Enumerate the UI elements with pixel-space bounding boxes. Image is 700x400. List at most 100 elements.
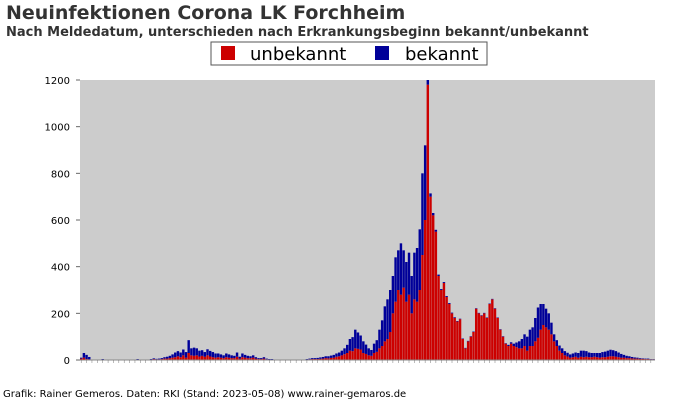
bar-unbekannt	[402, 287, 405, 360]
bar-bekannt	[453, 317, 456, 318]
bar-unbekannt	[214, 357, 217, 360]
bar-bekannt	[370, 349, 373, 356]
bar-unbekannt	[370, 355, 373, 360]
bar-unbekannt	[372, 353, 376, 360]
bar-unbekannt	[184, 357, 188, 360]
bar-bekannt	[203, 352, 207, 357]
bar-bekannt	[448, 303, 451, 304]
bar-bekannt	[625, 355, 628, 359]
bar-unbekannt	[437, 276, 440, 360]
bar-bekannt	[206, 349, 209, 356]
bar-bekannt	[227, 354, 231, 358]
bar-unbekannt	[630, 358, 634, 360]
bar-unbekannt	[364, 353, 368, 360]
bar-bekannt	[590, 353, 593, 358]
bar-unbekannt	[534, 341, 537, 360]
y-tick-label: 400	[51, 263, 70, 274]
bar-bekannt	[80, 357, 83, 359]
bar-unbekannt	[474, 308, 478, 360]
bar-bekannt	[413, 252, 416, 300]
bar-unbekannt	[587, 357, 591, 360]
plot-area	[80, 80, 655, 360]
bar-unbekannt	[82, 357, 86, 360]
bar-unbekannt	[335, 356, 338, 360]
bar-bekannt	[421, 173, 424, 255]
bar-bekannt	[386, 299, 389, 339]
bar-unbekannt	[348, 350, 352, 360]
bar-unbekannt	[547, 329, 550, 360]
bar-unbekannt	[249, 358, 252, 360]
bar-unbekannt	[192, 355, 196, 360]
bar-bekannt	[442, 282, 446, 283]
bar-bekannt	[614, 351, 618, 357]
bar-unbekannt	[165, 358, 169, 360]
bar-unbekannt	[609, 356, 612, 360]
bar-unbekannt	[571, 357, 575, 360]
bar-bekannt	[445, 296, 448, 297]
bar-unbekannt	[80, 358, 83, 360]
bar-bekannt	[391, 276, 395, 314]
bar-bekannt	[362, 341, 365, 353]
bar-unbekannt	[168, 358, 172, 360]
bar-bekannt	[380, 320, 384, 346]
bar-bekannt	[208, 350, 212, 357]
bar-unbekannt	[577, 357, 580, 360]
bar-unbekannt	[544, 327, 548, 360]
bar-unbekannt	[399, 294, 403, 360]
bar-unbekannt	[636, 358, 639, 360]
bar-unbekannt	[569, 357, 572, 360]
y-tick-label: 200	[51, 309, 70, 320]
legend-swatch-unbekannt	[221, 46, 235, 60]
legend-swatch-bekannt	[375, 46, 389, 60]
legend-label-unbekannt: unbekannt	[250, 44, 346, 65]
bar-unbekannt	[391, 313, 395, 360]
bar-bekannt	[364, 344, 368, 354]
bar-unbekannt	[445, 297, 448, 360]
bar-bekannt	[241, 353, 244, 358]
bar-bekannt	[184, 352, 188, 358]
bar-bekannt	[351, 337, 354, 352]
bar-bekannt	[265, 358, 268, 360]
bar-unbekannt	[620, 357, 623, 360]
x-axis	[80, 359, 655, 363]
bar-unbekannt	[367, 355, 370, 360]
bar-bekannt	[372, 343, 376, 353]
bar-bekannt	[198, 350, 201, 357]
bar-bekannt	[394, 257, 397, 302]
bar-bekannt	[160, 358, 164, 360]
bar-unbekannt	[539, 329, 542, 360]
bar-unbekannt	[536, 337, 540, 360]
bar-bekannt	[638, 358, 642, 359]
bar-bekannt	[550, 322, 553, 335]
bars	[80, 80, 655, 361]
bar-unbekannt	[243, 357, 247, 360]
bar-unbekannt	[174, 357, 177, 360]
bar-bekannt	[569, 354, 572, 358]
bar-bekannt	[450, 312, 454, 314]
bar-unbekannt	[203, 356, 207, 360]
bar-bekannt	[612, 350, 615, 357]
bar-unbekannt	[415, 301, 419, 360]
bar-unbekannt	[238, 358, 241, 360]
legend-label-bekannt: bekannt	[405, 44, 479, 65]
bar-unbekannt	[190, 355, 193, 360]
bar-unbekannt	[520, 348, 524, 360]
bar-bekannt	[609, 349, 612, 357]
bar-unbekannt	[601, 357, 604, 360]
bar-bekannt	[163, 357, 166, 359]
bar-unbekannt	[590, 357, 593, 360]
bar-bekannt	[544, 308, 548, 328]
bar-bekannt	[577, 353, 580, 358]
bar-unbekannt	[456, 321, 459, 360]
bar-unbekannt	[480, 315, 483, 360]
bar-unbekannt	[230, 358, 233, 360]
y-tick-label: 1000	[45, 123, 70, 134]
bar-unbekannt	[542, 325, 545, 360]
bar-bekannt	[507, 344, 510, 346]
bar-unbekannt	[163, 358, 166, 360]
bar-unbekannt	[617, 357, 620, 360]
bar-unbekannt	[206, 355, 209, 360]
bar-unbekannt	[593, 356, 596, 360]
bar-bekannt	[225, 353, 228, 358]
bar-unbekannt	[329, 357, 333, 360]
